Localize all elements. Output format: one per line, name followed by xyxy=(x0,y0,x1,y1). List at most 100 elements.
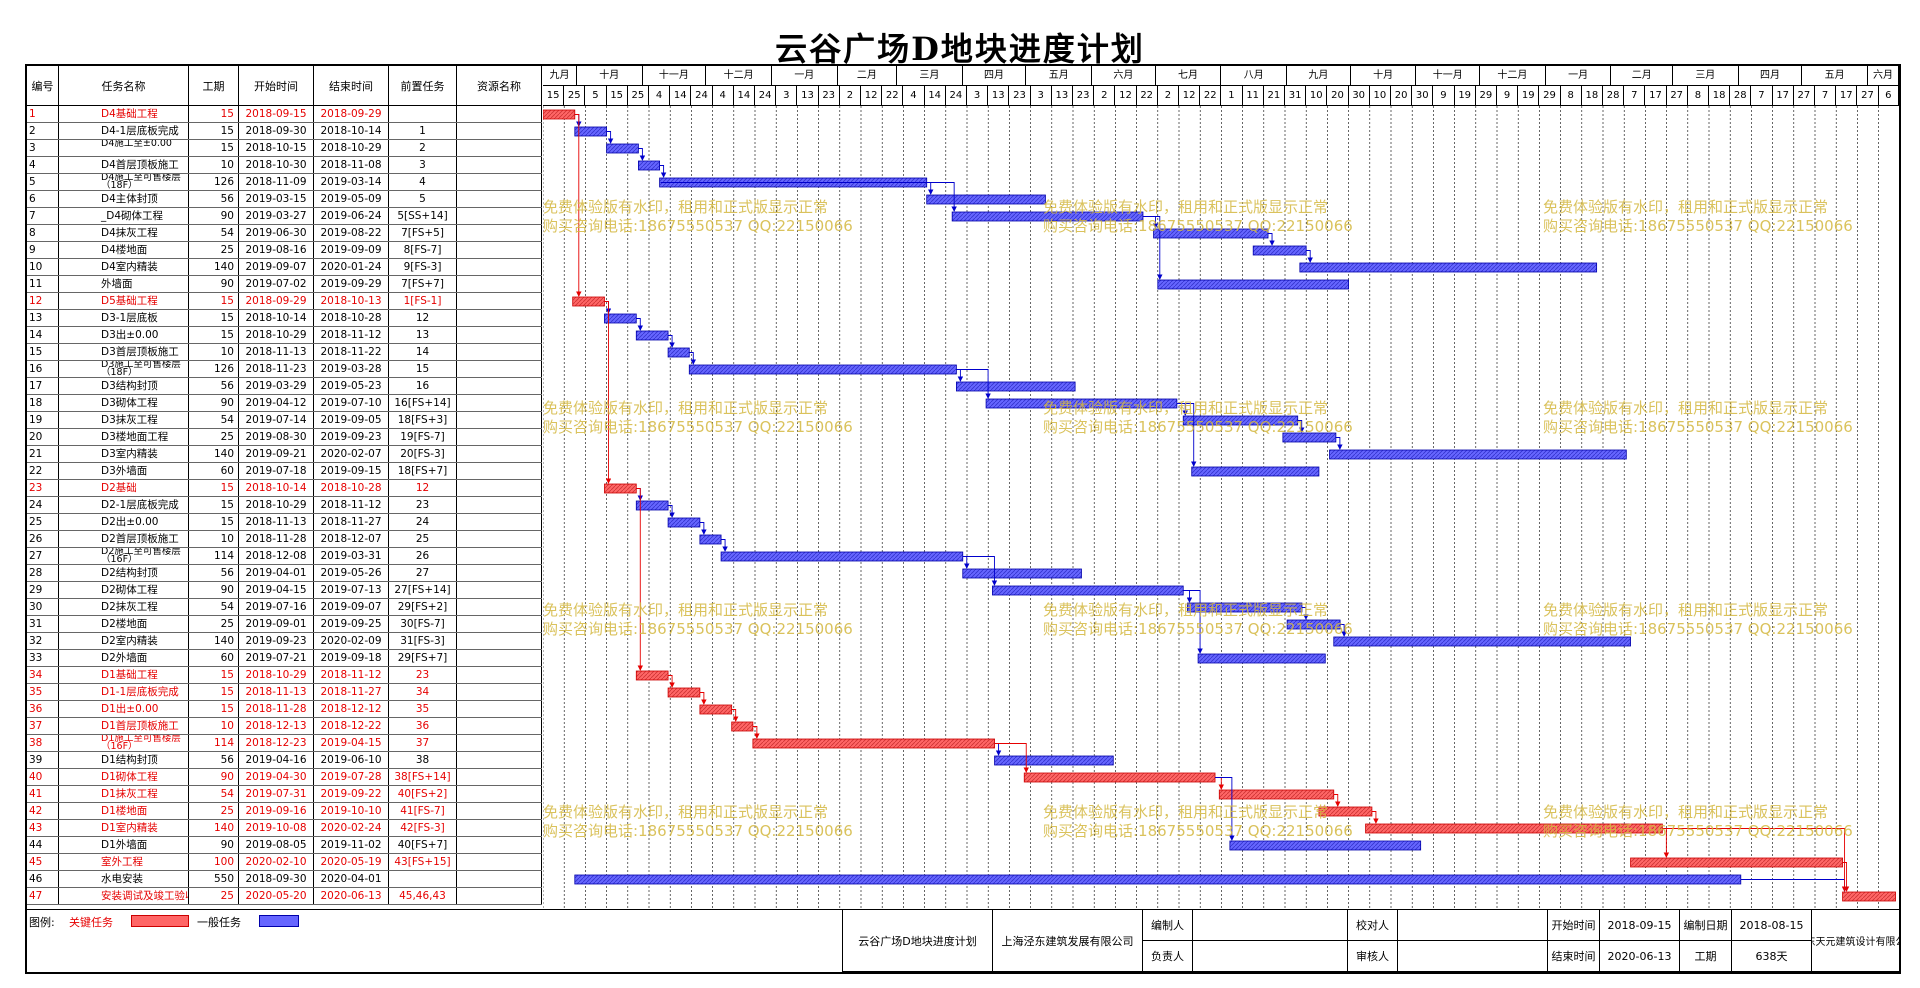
general-task-bar[interactable] xyxy=(951,211,1144,222)
table-row[interactable]: 5 D4施工至可售楼层（18F） 126 2018-11-09 2019-03-14 4 xyxy=(27,174,542,191)
table-row[interactable]: 30 D2抹灰工程 54 2019-07-16 2019-09-07 29[FS+2] xyxy=(27,599,542,616)
critical-task-bar[interactable] xyxy=(1023,772,1216,783)
table-row[interactable]: 7 _D4砌体工程 90 2019-03-27 2019-06-24 5[SS+14] xyxy=(27,208,542,225)
table-row[interactable]: 45 室外工程 100 2020-02-10 2020-05-19 43[FS+15] xyxy=(27,854,542,871)
table-row[interactable]: 33 D2外墙面 60 2019-07-21 2019-09-18 29[FS+7] xyxy=(27,650,542,667)
critical-task-bar[interactable] xyxy=(731,721,754,732)
task-end: 2018-11-12 xyxy=(314,667,389,683)
table-row[interactable]: 11 外墙面 90 2019-07-02 2019-09-29 7[FS+7] xyxy=(27,276,542,293)
general-task-bar[interactable] xyxy=(1157,279,1349,290)
table-row[interactable]: 19 D3抹灰工程 54 2019-07-14 2019-09-05 18[FS+3] xyxy=(27,412,542,429)
critical-task-bar[interactable] xyxy=(543,109,576,120)
general-task-bar[interactable] xyxy=(955,381,1076,392)
task-start: 2018-11-13 xyxy=(239,344,314,360)
task-end: 2020-02-07 xyxy=(314,446,389,462)
table-row[interactable]: 31 D2楼地面 25 2019-09-01 2019-09-25 30[FS-7] xyxy=(27,616,542,633)
table-row[interactable]: 38 D1施工至可售楼层（16F） 114 2018-12-23 2019-04-15 3… xyxy=(27,735,542,752)
table-row[interactable]: 26 D2首层顶板施工 10 2018-11-28 2018-12-07 25 xyxy=(27,531,542,548)
table-row[interactable]: 10 D4室内精装 140 2019-09-07 2020-01-24 9[FS-3] xyxy=(27,259,542,276)
general-task-bar[interactable] xyxy=(667,517,701,528)
month-tick-label: 三月 xyxy=(1672,66,1739,86)
table-row[interactable]: 35 D1-1层底板完成 15 2018-11-13 2018-11-27 34 xyxy=(27,684,542,701)
critical-task-bar[interactable] xyxy=(1318,806,1373,817)
general-task-bar[interactable] xyxy=(667,347,690,358)
table-row[interactable]: 25 D2出±0.00 15 2018-11-13 2018-11-27 24 xyxy=(27,514,542,531)
table-row[interactable]: 43 D1室内精装 140 2019-10-08 2020-02-24 42[FS-3] xyxy=(27,820,542,837)
table-row[interactable]: 21 D3室内精装 140 2019-09-21 2020-02-07 20[FS-3] xyxy=(27,446,542,463)
general-task-bar[interactable] xyxy=(699,534,722,545)
general-task-bar[interactable] xyxy=(1299,262,1598,273)
table-row[interactable]: 2 D4-1层底板完成 15 2018-09-30 2018-10-14 1 xyxy=(27,123,542,140)
critical-task-bar[interactable] xyxy=(1842,891,1896,902)
task-id: 19 xyxy=(27,412,59,428)
general-task-bar[interactable] xyxy=(720,551,964,562)
task-resource xyxy=(457,276,542,292)
table-row[interactable]: 46 水电安装 550 2018-09-30 2020-04-01 xyxy=(27,871,542,888)
critical-task-bar[interactable] xyxy=(752,738,995,749)
table-row[interactable]: 47 安装调试及竣工验收 25 2020-05-20 2020-06-13 45,46,4… xyxy=(27,888,542,905)
general-task-bar[interactable] xyxy=(638,160,661,171)
table-row[interactable]: 44 D1外墙面 90 2019-08-05 2019-11-02 40[FS+7] xyxy=(27,837,542,854)
table-row[interactable]: 3 D4施工至±0.00 15 2018-10-15 2018-10-29 2 xyxy=(27,140,542,157)
table-row[interactable]: 23 D2基础 15 2018-10-14 2018-10-28 12 xyxy=(27,480,542,497)
critical-task-bar[interactable] xyxy=(604,483,637,494)
table-row[interactable]: 24 D2-1层底板完成 15 2018-10-29 2018-11-12 23 xyxy=(27,497,542,514)
table-row[interactable]: 27 D2施工至可售楼层（16F） 114 2018-12-08 2019-03-31 2… xyxy=(27,548,542,565)
general-task-bar[interactable] xyxy=(574,126,607,137)
col-header-end: 结束时间 xyxy=(314,66,389,106)
general-task-bar[interactable] xyxy=(962,568,1082,579)
critical-task-bar[interactable] xyxy=(572,296,605,307)
table-row[interactable]: 28 D2结构封顶 56 2019-04-01 2019-05-26 27 xyxy=(27,565,542,582)
table-row[interactable]: 34 D1基础工程 15 2018-10-29 2018-11-12 23 xyxy=(27,667,542,684)
table-row[interactable]: 16 D3施工至可售楼层（18F） 126 2018-11-23 2019-03-28 1… xyxy=(27,361,542,378)
table-row[interactable]: 6 D4主体封顶 56 2019-03-15 2019-05-09 5 xyxy=(27,191,542,208)
general-task-bar[interactable] xyxy=(574,874,1742,885)
table-row[interactable]: 40 D1砌体工程 90 2019-04-30 2019-07-28 38[FS+14] xyxy=(27,769,542,786)
table-row[interactable]: 29 D2砌体工程 90 2019-04-15 2019-07-13 27[FS+14] xyxy=(27,582,542,599)
task-id: 23 xyxy=(27,480,59,496)
general-task-bar[interactable] xyxy=(606,143,639,154)
general-task-bar[interactable] xyxy=(1229,840,1422,851)
general-task-bar[interactable] xyxy=(1187,602,1303,613)
general-task-bar[interactable] xyxy=(926,194,1046,205)
table-row[interactable]: 20 D3楼地面工程 25 2019-08-30 2019-09-23 19[FS-7] xyxy=(27,429,542,446)
general-task-bar[interactable] xyxy=(635,330,669,341)
table-row[interactable]: 37 D1首层顶板施工 10 2018-12-13 2018-12-22 36 xyxy=(27,718,542,735)
table-row[interactable]: 4 D4首层顶板施工 10 2018-10-30 2018-11-08 3 xyxy=(27,157,542,174)
legend: 图例: 关键任务 一般任务 xyxy=(27,909,842,973)
general-task-bar[interactable] xyxy=(1197,653,1326,664)
critical-task-bar[interactable] xyxy=(635,670,669,681)
table-row[interactable]: 1 D4基础工程 15 2018-09-15 2018-09-29 xyxy=(27,106,542,123)
month-tick-label: 十二月 xyxy=(706,66,772,86)
general-task-bar[interactable] xyxy=(1191,466,1320,477)
task-name: D2施工至可售楼层（16F） xyxy=(59,548,189,564)
table-row[interactable]: 42 D1楼地面 25 2019-09-16 2019-10-10 41[FS-7] xyxy=(27,803,542,820)
general-task-bar[interactable] xyxy=(1333,636,1631,647)
table-row[interactable]: 36 D1出±0.00 15 2018-11-28 2018-12-12 35 xyxy=(27,701,542,718)
table-row[interactable]: 18 D3砌体工程 90 2019-04-12 2019-07-10 16[FS+14] xyxy=(27,395,542,412)
critical-task-bar[interactable] xyxy=(1218,789,1335,800)
critical-task-bar[interactable] xyxy=(1630,857,1843,868)
general-task-bar[interactable] xyxy=(1252,245,1307,256)
table-row[interactable]: 41 D1抹灰工程 54 2019-07-31 2019-09-22 40[FS+2] xyxy=(27,786,542,803)
general-task-bar[interactable] xyxy=(688,364,957,375)
task-id: 22 xyxy=(27,463,59,479)
table-row[interactable]: 8 D4抹灰工程 54 2019-06-30 2019-08-22 7[FS+5] xyxy=(27,225,542,242)
table-row[interactable]: 22 D3外墙面 60 2019-07-18 2019-09-15 18[FS+7] xyxy=(27,463,542,480)
table-row[interactable]: 15 D3首层顶板施工 10 2018-11-13 2018-11-22 14 xyxy=(27,344,542,361)
general-task-bar[interactable] xyxy=(994,755,1114,766)
table-row[interactable]: 12 D5基础工程 15 2018-09-29 2018-10-13 1[FS-1] xyxy=(27,293,542,310)
table-row[interactable]: 32 D2室内精装 140 2019-09-23 2020-02-09 31[FS-3] xyxy=(27,633,542,650)
critical-task-bar[interactable] xyxy=(699,704,733,715)
table-row[interactable]: 9 D4楼地面 25 2019-08-16 2019-09-09 8[FS-7] xyxy=(27,242,542,259)
general-task-bar[interactable] xyxy=(635,500,669,511)
table-row[interactable]: 14 D3出±0.00 15 2018-10-29 2018-11-12 13 xyxy=(27,327,542,344)
general-task-bar[interactable] xyxy=(1329,449,1627,460)
general-task-bar[interactable] xyxy=(992,585,1184,596)
general-task-bar[interactable] xyxy=(604,313,637,324)
table-row[interactable]: 13 D3-1层底板 15 2018-10-14 2018-10-28 12 xyxy=(27,310,542,327)
table-row[interactable]: 39 D1结构封顶 56 2019-04-16 2019-06-10 38 xyxy=(27,752,542,769)
table-row[interactable]: 17 D3结构封顶 56 2019-03-29 2019-05-23 16 xyxy=(27,378,542,395)
task-end: 2018-11-22 xyxy=(314,344,389,360)
critical-task-bar[interactable] xyxy=(667,687,701,698)
